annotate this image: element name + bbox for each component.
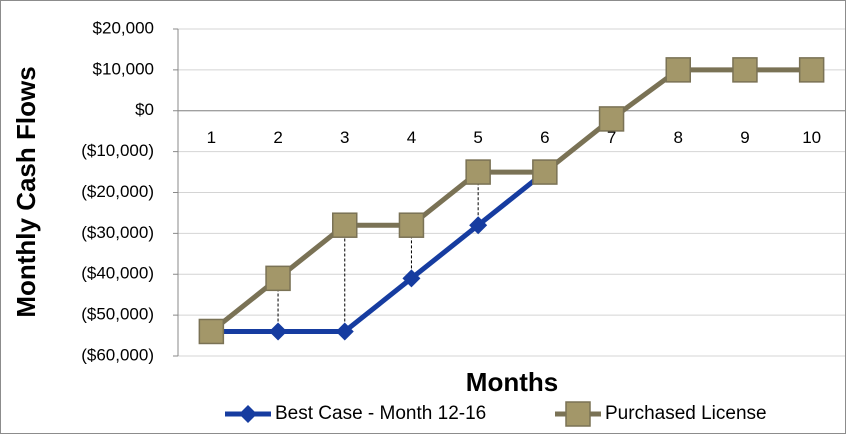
y-tick-label: ($30,000) bbox=[81, 223, 154, 242]
y-tick-label: ($50,000) bbox=[81, 305, 154, 324]
marker bbox=[335, 322, 354, 341]
marker bbox=[402, 269, 421, 288]
legend-label: Best Case - Month 12-16 bbox=[275, 403, 486, 424]
marker bbox=[198, 318, 225, 345]
y-tick-label: ($60,000) bbox=[81, 345, 154, 364]
series-line bbox=[209, 67, 812, 334]
x-tick-label: 1 bbox=[207, 128, 216, 147]
y-tick-label: $0 bbox=[135, 100, 154, 119]
y-tick-label: $10,000 bbox=[93, 59, 154, 78]
x-tick-label: 9 bbox=[740, 128, 749, 147]
marker bbox=[798, 57, 825, 83]
series-line bbox=[211, 170, 547, 334]
legend-label: Purchased License bbox=[605, 403, 767, 424]
y-tick-label: $20,000 bbox=[93, 18, 154, 37]
marker bbox=[465, 159, 491, 185]
marker bbox=[665, 57, 691, 83]
x-tick-label: 8 bbox=[674, 128, 683, 147]
legend-marker bbox=[239, 405, 257, 423]
y-tick-label: ($20,000) bbox=[81, 182, 154, 201]
y-tick-label: ($10,000) bbox=[81, 141, 154, 160]
y-tick-label: ($40,000) bbox=[81, 264, 154, 283]
x-axis-title: Months bbox=[466, 367, 558, 397]
x-tick-label: 6 bbox=[540, 128, 549, 147]
marker bbox=[469, 216, 488, 235]
marker bbox=[732, 57, 758, 83]
x-tick-label: 4 bbox=[407, 128, 416, 147]
x-tick-label: 5 bbox=[473, 128, 482, 147]
x-tick-label: 10 bbox=[802, 128, 821, 147]
x-tick-label: 3 bbox=[340, 128, 349, 147]
marker bbox=[332, 212, 358, 238]
marker bbox=[398, 212, 425, 238]
legend-marker bbox=[565, 401, 591, 427]
marker bbox=[269, 322, 288, 341]
marker bbox=[532, 159, 558, 185]
marker bbox=[265, 265, 291, 292]
y-axis-title: Monthly Cash Flows bbox=[11, 66, 41, 317]
x-tick-label: 7 bbox=[607, 128, 616, 147]
marker bbox=[598, 106, 625, 132]
x-tick-label: 2 bbox=[273, 128, 282, 147]
